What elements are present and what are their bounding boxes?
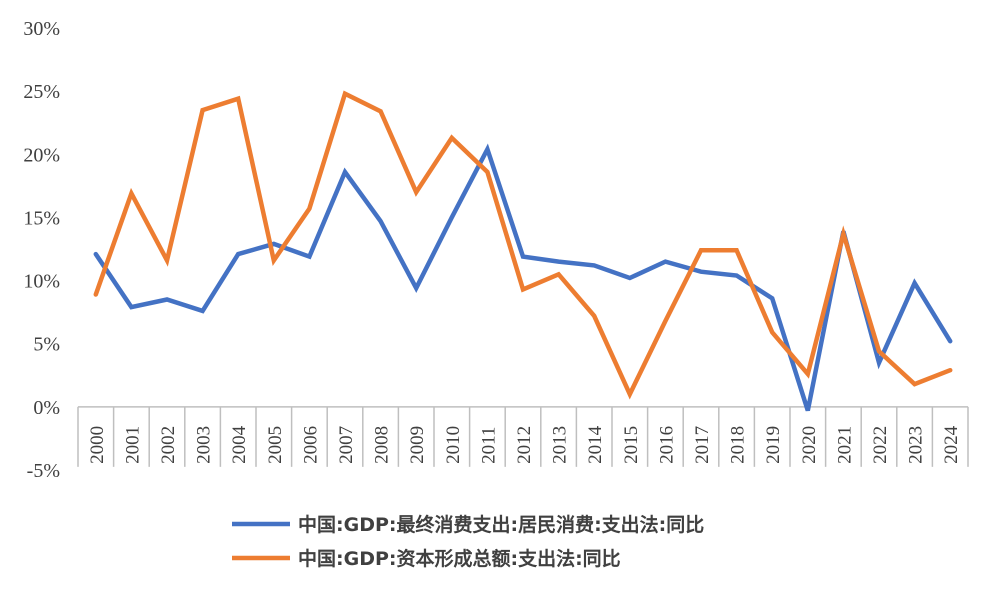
series-line-0: [93, 143, 953, 412]
series-line-1: [93, 90, 953, 400]
x-tick-label: 2016: [656, 426, 677, 464]
x-tick-label: 2001: [122, 426, 143, 464]
y-tick-label: -5%: [27, 460, 60, 482]
y-tick-label: 25%: [23, 81, 60, 103]
y-tick-label: 5%: [33, 334, 60, 356]
x-tick-label: 2005: [265, 426, 286, 464]
legend-label-1: 中国:GDP:资本形成总额:支出法:同比: [298, 547, 621, 570]
x-tick-label: 2015: [621, 426, 642, 464]
x-tick-label: 2022: [870, 426, 891, 464]
x-tick-label: 2011: [478, 427, 499, 464]
x-tick-label: 2021: [834, 426, 855, 464]
legend: 中国:GDP:最终消费支出:居民消费:支出法:同比中国:GDP:资本形成总额:支…: [232, 513, 704, 570]
y-tick-label: 10%: [23, 271, 60, 293]
x-tick-label: 2023: [906, 426, 927, 464]
x-tick-label: 2017: [692, 426, 713, 464]
y-tick-label: 30%: [23, 18, 60, 40]
x-tick-label: 2004: [229, 425, 250, 464]
y-tick-label: 15%: [23, 207, 60, 229]
y-tick-label: 0%: [33, 397, 60, 419]
x-tick-label: 2000: [87, 426, 108, 464]
x-tick-label: 2002: [158, 426, 179, 464]
x-tick-label: 2010: [443, 426, 464, 464]
x-tick-label: 2013: [550, 426, 571, 464]
x-axis: 2000 2001 2002 2003 2004 2005 2006 2007 2008 2009…: [77, 406, 969, 467]
x-tick-label: 2018: [728, 426, 749, 464]
x-tick-label: 2003: [194, 426, 215, 464]
x-tick-label: 2014: [585, 425, 606, 464]
x-tick-label: 2020: [799, 426, 820, 464]
series-group: [93, 90, 953, 412]
y-axis-ticks: 30% 25% 20% 15% 10% 5% 0% -5%: [23, 18, 60, 482]
x-tick-label: 2012: [514, 426, 535, 464]
x-tick-label: 2006: [300, 426, 321, 464]
legend-label-0: 中国:GDP:最终消费支出:居民消费:支出法:同比: [298, 513, 704, 536]
x-tick-label: 2024: [941, 425, 962, 464]
x-tick-label: 2008: [372, 426, 393, 464]
x-tick-label: 2019: [763, 426, 784, 464]
x-tick-label: 2009: [407, 426, 428, 464]
x-tick-label: 2007: [336, 426, 357, 464]
y-tick-label: 20%: [23, 144, 60, 166]
